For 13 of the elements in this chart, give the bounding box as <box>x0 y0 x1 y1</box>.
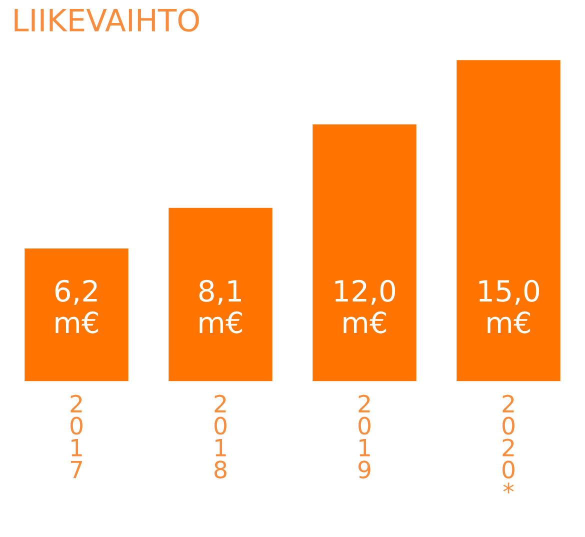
chart-title: LIIKEVAIHTO <box>14 8 199 32</box>
x-tick-label: 2017 <box>70 394 82 478</box>
x-tick-label: 2019 <box>358 394 370 479</box>
data-label: 6,2 m€ <box>55 280 98 334</box>
bar <box>312 124 416 382</box>
data-label: 15,0 m€ <box>479 280 540 334</box>
data-label: 12,0 m€ <box>335 280 396 334</box>
bar <box>168 208 272 382</box>
x-tick-label: 2018 <box>214 394 226 479</box>
bar <box>24 248 128 382</box>
x-tick-label: 2020* <box>502 394 514 494</box>
data-label: 8,1 m€ <box>199 280 242 334</box>
bar <box>456 60 560 382</box>
